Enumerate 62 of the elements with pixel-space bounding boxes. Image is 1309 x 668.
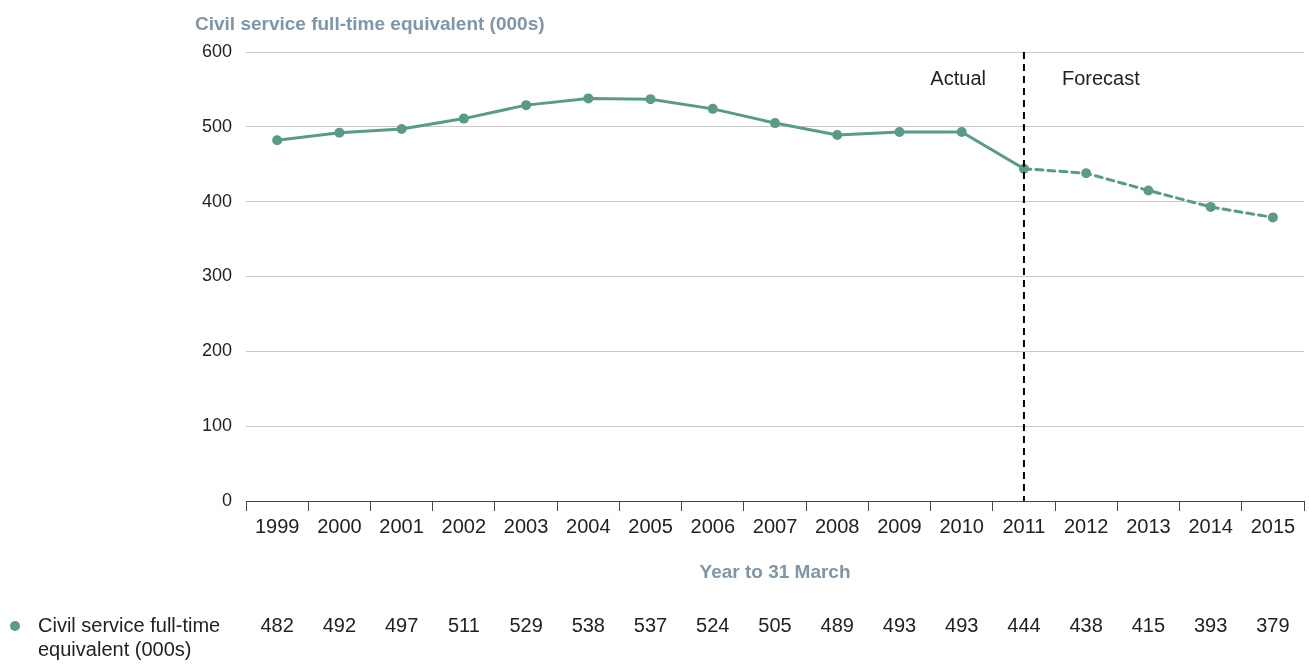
point [458, 113, 469, 124]
x-tick-label: 1999 [254, 514, 300, 537]
x-tick-label: 2008 [815, 514, 860, 537]
x-tick-label: 2011 [1002, 514, 1046, 537]
x-tick-label: 2007 [752, 514, 798, 537]
data-label: 497 [384, 613, 419, 636]
point [583, 93, 594, 104]
point [707, 103, 718, 114]
point [521, 100, 532, 111]
y-tick-label: 500 [201, 115, 233, 136]
legend-label: Civil service full-time equivalent (000s) [38, 613, 221, 660]
point [645, 94, 656, 105]
point [956, 127, 967, 138]
y-tick-label: 0 [222, 489, 233, 510]
data-label: 538 [571, 613, 605, 636]
x-tick-label: 2002 [441, 514, 487, 537]
point [1205, 201, 1216, 212]
point [832, 130, 843, 141]
x-tick-label: 2001 [379, 514, 424, 537]
point [396, 124, 407, 135]
y-tick-label: 400 [201, 190, 233, 211]
data-label: 492 [322, 613, 357, 636]
point [770, 118, 781, 129]
data-label: 379 [1256, 613, 1290, 636]
y-tick-label: 600 [201, 40, 233, 61]
x-tick-label: 2013 [1126, 514, 1171, 537]
data-label: 511 [447, 613, 480, 636]
data-label: 438 [1069, 613, 1103, 636]
data-label: 493 [945, 613, 979, 636]
chart-title: Civil service full-time equivalent (000s) [195, 13, 545, 35]
x-tick-label: 2010 [939, 514, 984, 537]
data-label: 393 [1193, 613, 1228, 636]
y-tick-label: 300 [201, 265, 233, 286]
point [1267, 212, 1278, 223]
x-tick-label: 2003 [503, 514, 549, 537]
data-label: 493 [882, 613, 917, 636]
data-label: 482 [260, 613, 294, 636]
x-tick-label: 2004 [566, 514, 611, 537]
point [1081, 168, 1092, 179]
y-tick-label: 200 [201, 340, 233, 361]
point [334, 127, 345, 138]
x-tick-label: 2012 [1063, 514, 1109, 537]
point [272, 135, 283, 146]
y-tick-label: 100 [201, 415, 233, 436]
data-label: 444 [1007, 613, 1041, 636]
x-tick-label: 2000 [317, 514, 362, 537]
data-label: 529 [509, 613, 543, 636]
data-label: 537 [633, 613, 668, 636]
point [894, 127, 905, 138]
x-axis-title: Year to 31 March [699, 561, 851, 583]
x-tick-label: 2014 [1188, 514, 1233, 537]
data-label: 505 [758, 613, 792, 636]
x-tick-label: 2006 [690, 514, 736, 537]
x-tick-label: 2005 [628, 514, 673, 537]
x-tick-label: 2009 [877, 514, 922, 537]
x-tick-label: 2015 [1250, 514, 1296, 537]
annotation: Forecast [1061, 66, 1141, 89]
data-label: 489 [820, 613, 854, 636]
data-label: 415 [1131, 613, 1166, 636]
data-label: 524 [696, 613, 730, 636]
annotation: Actual [930, 66, 986, 89]
point [1143, 185, 1154, 196]
